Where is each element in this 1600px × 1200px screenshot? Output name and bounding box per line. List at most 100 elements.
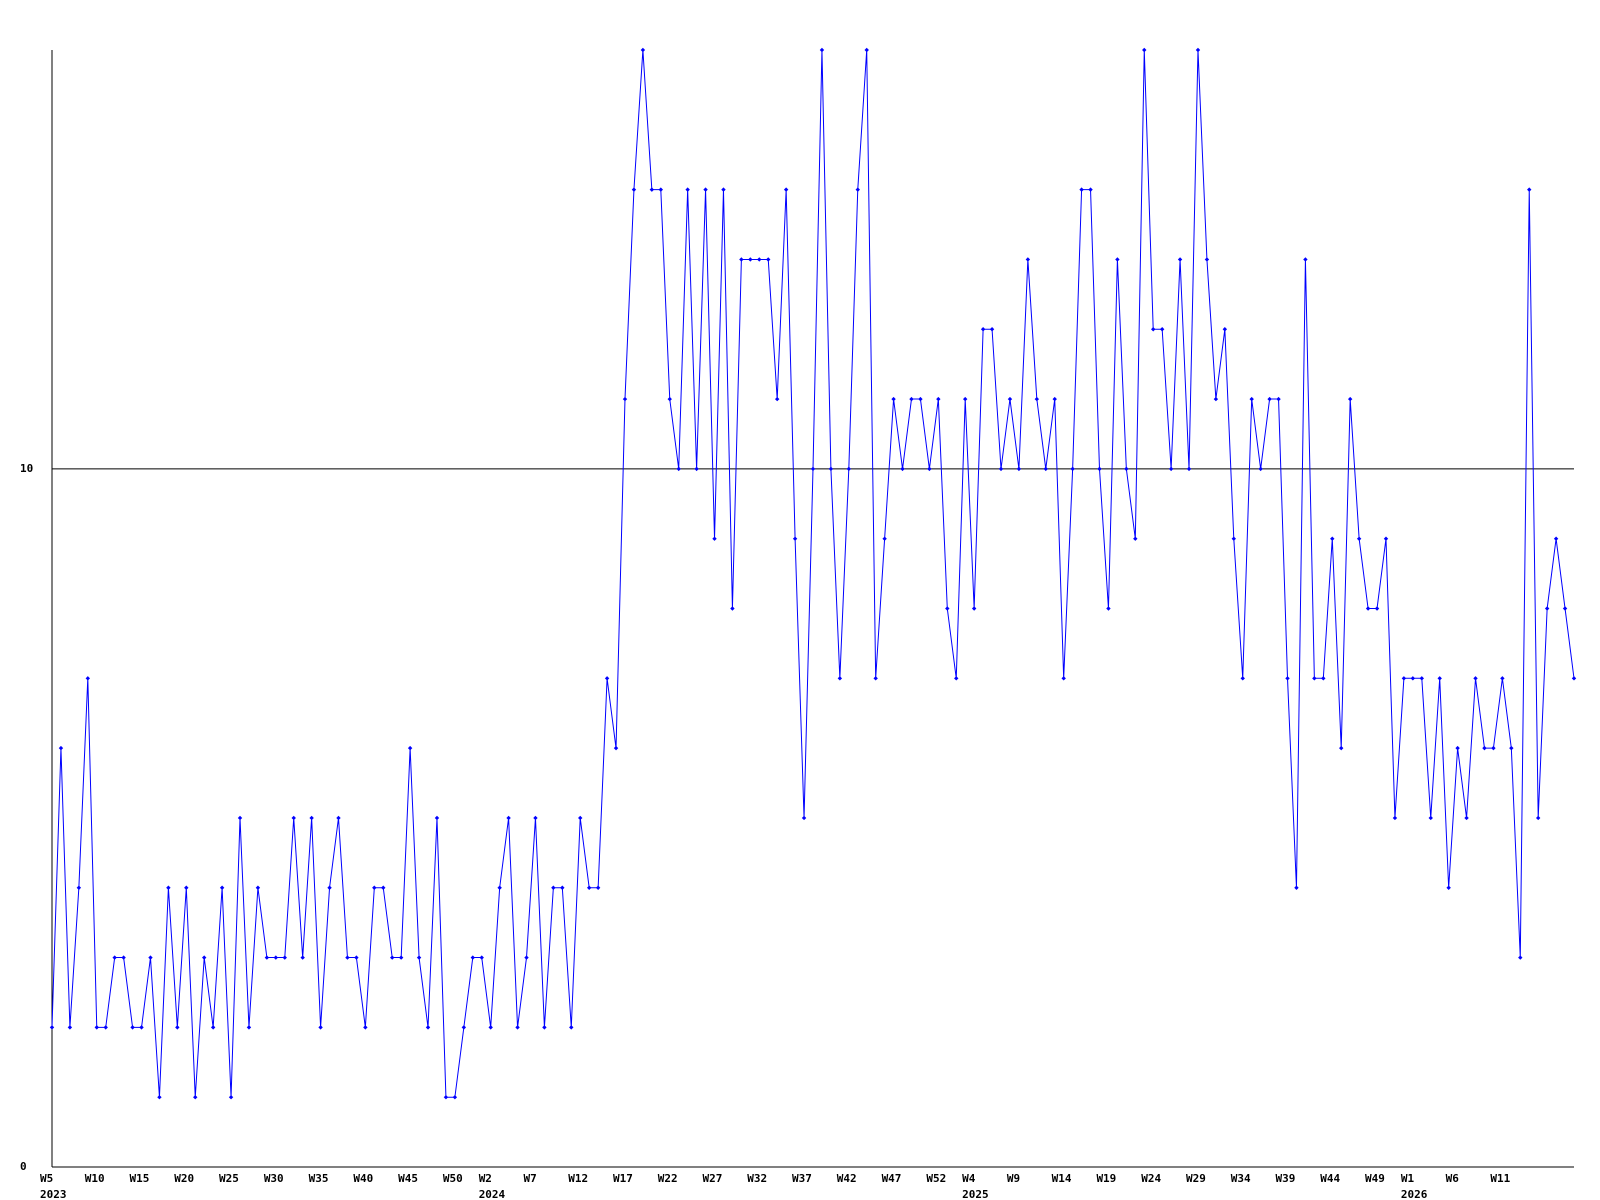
data-point bbox=[202, 955, 207, 960]
data-point bbox=[730, 606, 735, 611]
data-point bbox=[219, 885, 225, 890]
data-point bbox=[855, 187, 860, 192]
x-tick-label: W44 bbox=[1320, 1172, 1340, 1185]
data-point bbox=[1392, 815, 1398, 821]
x-tick-label: W4 bbox=[962, 1172, 976, 1185]
data-point bbox=[354, 955, 359, 960]
data-point bbox=[819, 47, 825, 53]
x-tick-label: W7 bbox=[523, 1172, 536, 1185]
data-point bbox=[1258, 466, 1263, 472]
data-point bbox=[1186, 466, 1192, 472]
data-point bbox=[85, 676, 91, 681]
data-point bbox=[1562, 606, 1568, 611]
data-point bbox=[1294, 885, 1299, 890]
data-point bbox=[658, 187, 663, 192]
data-point bbox=[1553, 536, 1559, 541]
data-point bbox=[309, 815, 314, 821]
data-point bbox=[1070, 466, 1075, 472]
data-point bbox=[246, 1025, 252, 1030]
data-point bbox=[381, 885, 386, 890]
data-point bbox=[1204, 257, 1210, 262]
x-tick-label: W40 bbox=[353, 1172, 373, 1185]
data-point bbox=[452, 1094, 458, 1100]
data-point bbox=[1240, 676, 1245, 681]
data-point bbox=[49, 1025, 55, 1030]
data-point bbox=[945, 606, 950, 611]
x-tick-label: W17 bbox=[613, 1172, 633, 1185]
data-point bbox=[739, 257, 744, 262]
data-point bbox=[622, 396, 628, 402]
data-point bbox=[273, 955, 279, 960]
data-point bbox=[980, 327, 986, 332]
data-point bbox=[1303, 257, 1308, 262]
data-point bbox=[676, 466, 681, 472]
data-point bbox=[76, 885, 82, 890]
data-point bbox=[783, 187, 789, 192]
y-tick-label: 0 bbox=[20, 1160, 27, 1173]
data-point bbox=[461, 1025, 467, 1030]
data-point bbox=[1446, 885, 1451, 890]
data-point bbox=[1509, 745, 1514, 751]
data-point bbox=[1535, 815, 1541, 821]
data-point bbox=[425, 1025, 431, 1030]
data-point bbox=[67, 1025, 73, 1030]
data-point bbox=[1231, 536, 1236, 541]
x-tick-label: W2 bbox=[479, 1172, 492, 1185]
data-point bbox=[1088, 187, 1093, 192]
data-point bbox=[148, 955, 153, 960]
data-point bbox=[1473, 676, 1478, 681]
data-point bbox=[1142, 47, 1147, 53]
data-point bbox=[703, 187, 708, 192]
data-point bbox=[1321, 676, 1326, 681]
data-point bbox=[578, 815, 583, 821]
data-point bbox=[166, 885, 171, 890]
data-point bbox=[372, 885, 377, 890]
data-point bbox=[828, 466, 834, 472]
x-tick-label: W52 bbox=[926, 1172, 946, 1185]
data-point bbox=[1133, 536, 1138, 541]
x-tick-label: W35 bbox=[309, 1172, 329, 1185]
x-tick-label: W50 bbox=[443, 1172, 463, 1185]
data-point bbox=[801, 815, 807, 821]
x-tick-label: W1 bbox=[1401, 1172, 1415, 1185]
data-point bbox=[882, 536, 887, 541]
data-point bbox=[1025, 257, 1031, 262]
data-point bbox=[1437, 676, 1442, 681]
data-point bbox=[336, 815, 341, 821]
x-tick-label: W27 bbox=[703, 1172, 723, 1185]
data-point bbox=[506, 815, 511, 821]
data-point bbox=[1043, 466, 1048, 472]
data-point bbox=[1222, 327, 1228, 332]
data-point bbox=[210, 1025, 216, 1030]
y-tick-label: 10 bbox=[20, 462, 33, 475]
data-point bbox=[989, 327, 995, 332]
data-point bbox=[318, 1025, 323, 1030]
data-point bbox=[909, 396, 914, 402]
data-point bbox=[864, 47, 869, 53]
data-point bbox=[685, 187, 690, 192]
data-point bbox=[443, 1094, 449, 1100]
data-point bbox=[1106, 606, 1111, 611]
data-point bbox=[255, 885, 261, 890]
data-point bbox=[1159, 327, 1165, 332]
x-group-label: 2025 bbox=[962, 1188, 989, 1200]
data-point bbox=[1312, 676, 1317, 681]
x-group-label: 2026 bbox=[1401, 1188, 1428, 1200]
data-point bbox=[1213, 396, 1219, 402]
data-point bbox=[1527, 187, 1532, 192]
data-point bbox=[175, 1025, 180, 1030]
data-point bbox=[757, 257, 762, 262]
data-point bbox=[515, 1025, 520, 1030]
data-point bbox=[1034, 396, 1040, 402]
data-point bbox=[1016, 466, 1022, 472]
data-point bbox=[640, 47, 646, 53]
data-point bbox=[1124, 466, 1129, 472]
x-tick-label: W25 bbox=[219, 1172, 239, 1185]
data-point bbox=[1356, 536, 1362, 541]
data-point bbox=[1571, 676, 1577, 681]
data-point bbox=[121, 955, 126, 960]
data-point bbox=[1383, 536, 1389, 541]
data-point bbox=[497, 885, 502, 890]
data-point bbox=[184, 885, 189, 890]
data-point bbox=[963, 396, 968, 402]
